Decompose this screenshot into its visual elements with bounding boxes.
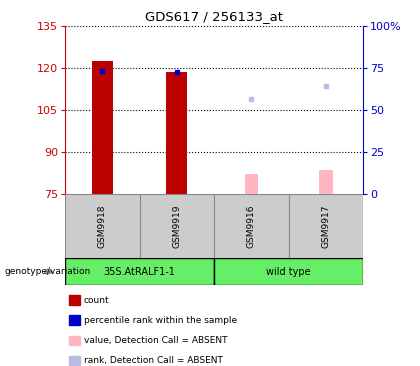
Bar bbox=[65, 258, 214, 285]
Text: 35S.AtRALF1-1: 35S.AtRALF1-1 bbox=[104, 267, 176, 277]
Bar bbox=[289, 194, 363, 258]
Bar bbox=[319, 170, 333, 194]
Text: percentile rank within the sample: percentile rank within the sample bbox=[84, 316, 237, 325]
Text: genotype/variation: genotype/variation bbox=[4, 267, 90, 276]
Text: GSM9918: GSM9918 bbox=[98, 204, 107, 248]
Bar bbox=[214, 194, 289, 258]
Text: value, Detection Call = ABSENT: value, Detection Call = ABSENT bbox=[84, 336, 228, 345]
Text: GSM9919: GSM9919 bbox=[173, 204, 181, 248]
Text: rank, Detection Call = ABSENT: rank, Detection Call = ABSENT bbox=[84, 356, 223, 365]
Bar bbox=[139, 194, 214, 258]
Text: GSM9916: GSM9916 bbox=[247, 204, 256, 248]
Title: GDS617 / 256133_at: GDS617 / 256133_at bbox=[145, 10, 283, 23]
Text: GSM9917: GSM9917 bbox=[322, 204, 331, 248]
Text: count: count bbox=[84, 296, 110, 305]
Text: wild type: wild type bbox=[266, 267, 311, 277]
Bar bbox=[245, 174, 258, 194]
Bar bbox=[166, 72, 187, 194]
Bar bbox=[214, 258, 363, 285]
Bar bbox=[65, 194, 139, 258]
Bar bbox=[92, 61, 113, 194]
